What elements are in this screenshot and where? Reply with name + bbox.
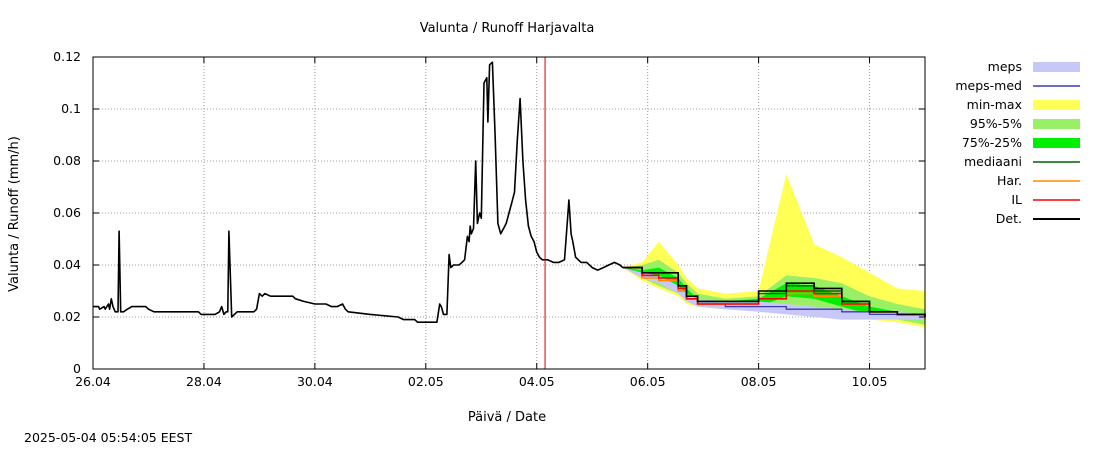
legend-label-p75_25: 75%-25%	[962, 135, 1022, 150]
axes: 26.04 28.04 30.04 02.05 04.05 06.05 08.05 10.05…	[53, 49, 926, 389]
x-tick-label: 06.05	[630, 374, 666, 389]
y-tick-label: 0.06	[53, 205, 81, 220]
plot-frame	[92, 56, 926, 370]
legend-label-minmax: min-max	[967, 97, 1022, 112]
y-tick-label: 0.12	[53, 49, 81, 64]
legend-label-har: Har.	[997, 173, 1022, 188]
x-tick-label: 30.04	[297, 374, 333, 389]
legend-label-meps_med: meps-med	[955, 78, 1022, 93]
meps-band	[622, 267, 925, 320]
x-tick-label: 02.05	[408, 374, 444, 389]
det-forecast-line	[622, 266, 926, 317]
x-axis-label: Päivä / Date	[468, 410, 546, 425]
y-tick-label: 0.04	[53, 257, 81, 272]
y-tick-label: 0.1	[61, 101, 81, 116]
x-tick-label: 08.05	[741, 374, 777, 389]
timestamp: 2025-05-04 05:54:05 EEST	[24, 430, 193, 445]
legend-label-il: IL	[1011, 192, 1022, 207]
legend-swatch-meps	[1033, 62, 1080, 72]
runoff-chart: Valunta / Runoff Harjavalta 26.04 28.04 30…	[7, 21, 1080, 425]
y-tick-label: 0	[73, 361, 81, 376]
x-tick-label: 10.05	[852, 374, 888, 389]
y-tick-label: 0.02	[53, 309, 81, 324]
legend: meps meps-med min-max 95%-5% 75%-25% mediaani…	[955, 59, 1080, 226]
x-tick-label: 28.04	[186, 374, 222, 389]
x-tick-label: 04.05	[519, 374, 555, 389]
series-lines	[93, 57, 926, 369]
legend-swatch-p75_25	[1033, 138, 1080, 148]
y-tick-label: 0.08	[53, 153, 81, 168]
chart-title: Valunta / Runoff Harjavalta	[420, 21, 595, 36]
y-axis-label: Valunta / Runoff (mm/h)	[7, 136, 22, 292]
legend-label-det: Det.	[996, 211, 1022, 226]
x-tick-label: 26.04	[75, 374, 111, 389]
legend-label-meps: meps	[988, 59, 1022, 74]
legend-swatch-p95_5	[1033, 119, 1080, 129]
legend-label-p95_5: 95%-5%	[970, 116, 1022, 131]
legend-label-median: mediaani	[964, 154, 1022, 169]
det-history-line	[93, 61, 624, 323]
legend-swatch-minmax	[1033, 100, 1080, 110]
